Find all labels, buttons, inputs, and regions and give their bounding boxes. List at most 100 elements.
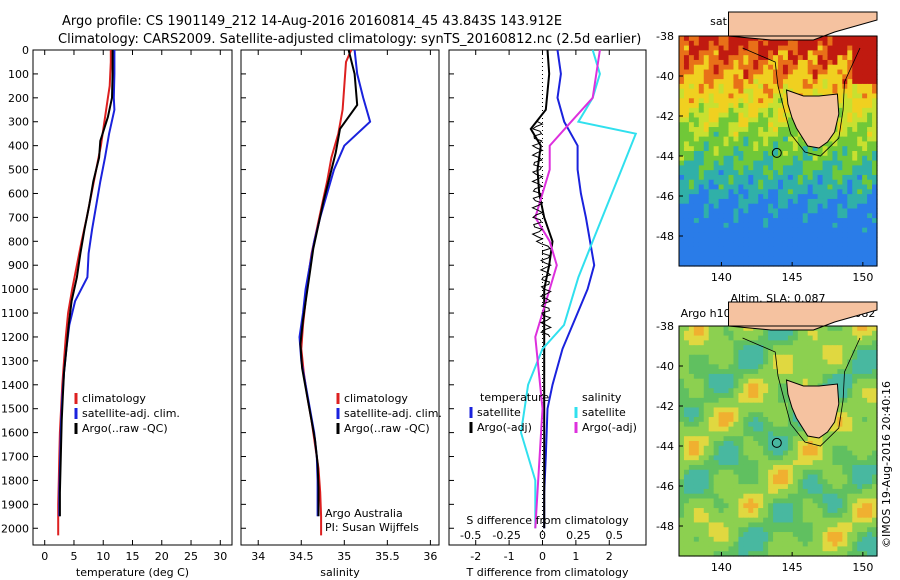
map-cell <box>748 151 754 157</box>
map-cell <box>778 445 784 452</box>
map-cell <box>738 222 744 229</box>
map-cell <box>693 369 700 375</box>
map-cell <box>852 527 858 533</box>
map-cell <box>807 464 814 471</box>
map-cell <box>837 508 843 514</box>
map-cell <box>872 170 878 176</box>
map-cell <box>728 146 735 152</box>
map-cell <box>872 340 878 346</box>
map-cell <box>857 364 863 370</box>
map-cell <box>862 179 868 186</box>
map-cell <box>773 464 779 471</box>
map-cell <box>768 527 774 533</box>
map-cell <box>807 184 814 190</box>
map-cell <box>862 40 868 47</box>
map-cell <box>688 40 695 47</box>
map-cell <box>778 127 784 133</box>
map-cell <box>857 546 863 552</box>
map-cell <box>778 484 784 490</box>
map-cell <box>679 546 685 552</box>
map-cell <box>748 340 754 346</box>
map-cell <box>718 45 725 51</box>
map-cell <box>693 364 700 370</box>
map-cell <box>797 136 804 143</box>
map-cell <box>857 198 863 205</box>
map-cell <box>679 122 685 128</box>
map-cell <box>698 326 705 332</box>
map-cell <box>857 40 863 47</box>
map-cell <box>832 141 838 147</box>
map-cell <box>748 484 754 490</box>
map-cell <box>812 522 819 528</box>
map-cell <box>773 198 779 205</box>
map-cell <box>872 378 878 385</box>
map-cell <box>713 532 720 538</box>
map-cell <box>867 55 873 61</box>
map-cell <box>802 464 809 471</box>
map-cell <box>738 232 744 238</box>
map-cell <box>778 232 784 238</box>
map-cell <box>817 445 824 452</box>
map-cell <box>872 551 878 557</box>
map-cell <box>728 45 735 51</box>
map-cell <box>703 146 710 152</box>
map-cell <box>703 59 710 66</box>
map-cell <box>683 45 690 51</box>
map-cell <box>842 388 848 394</box>
map-cell <box>792 184 799 190</box>
map-cell <box>733 179 739 186</box>
map-cell <box>817 532 824 538</box>
map-cell <box>862 103 868 109</box>
map-cell <box>728 165 735 171</box>
map-cell <box>758 151 764 157</box>
map-y-tick-label: -48 <box>656 520 674 533</box>
map-cell <box>698 208 705 214</box>
map-cell <box>817 498 824 504</box>
map-cell <box>778 369 784 375</box>
map-cell <box>778 55 784 61</box>
map-cell <box>713 349 720 356</box>
map-cell <box>688 527 695 533</box>
map-cell <box>872 256 878 262</box>
map-cell <box>872 107 878 114</box>
map-cell <box>862 69 868 75</box>
map-cell <box>713 213 720 219</box>
map-cell <box>837 69 843 75</box>
map-cell <box>822 184 829 190</box>
map-cell <box>718 450 725 456</box>
map-cell <box>679 532 685 538</box>
map-cell <box>847 364 853 370</box>
map-cell <box>723 64 730 71</box>
map-cell <box>768 532 774 538</box>
map-cell <box>683 79 690 85</box>
map-cell <box>743 345 749 351</box>
map-cell <box>753 364 759 370</box>
map-cell <box>733 203 739 210</box>
map-cell <box>683 194 690 200</box>
map-cell <box>862 203 868 210</box>
map-cell <box>733 508 739 514</box>
map-cell <box>832 246 838 253</box>
map-cell <box>698 484 705 490</box>
map-cell <box>703 136 710 143</box>
map-cell <box>867 388 873 394</box>
map-cell <box>738 256 744 262</box>
map-cell <box>753 222 759 229</box>
map-cell <box>787 498 794 504</box>
map-cell <box>703 179 710 186</box>
map-cell <box>842 508 848 514</box>
map-cell <box>723 512 730 519</box>
map-cell <box>679 88 685 95</box>
map-cell <box>738 79 744 85</box>
map-cell <box>683 455 690 461</box>
map-cell <box>832 55 838 61</box>
map-cell <box>753 474 759 480</box>
map-cell <box>842 512 848 519</box>
map-cell <box>708 170 715 176</box>
map-cell <box>688 141 695 147</box>
map-cell <box>768 103 774 109</box>
map-cell <box>802 213 809 219</box>
map-cell <box>852 74 858 80</box>
map-cell <box>733 488 739 495</box>
